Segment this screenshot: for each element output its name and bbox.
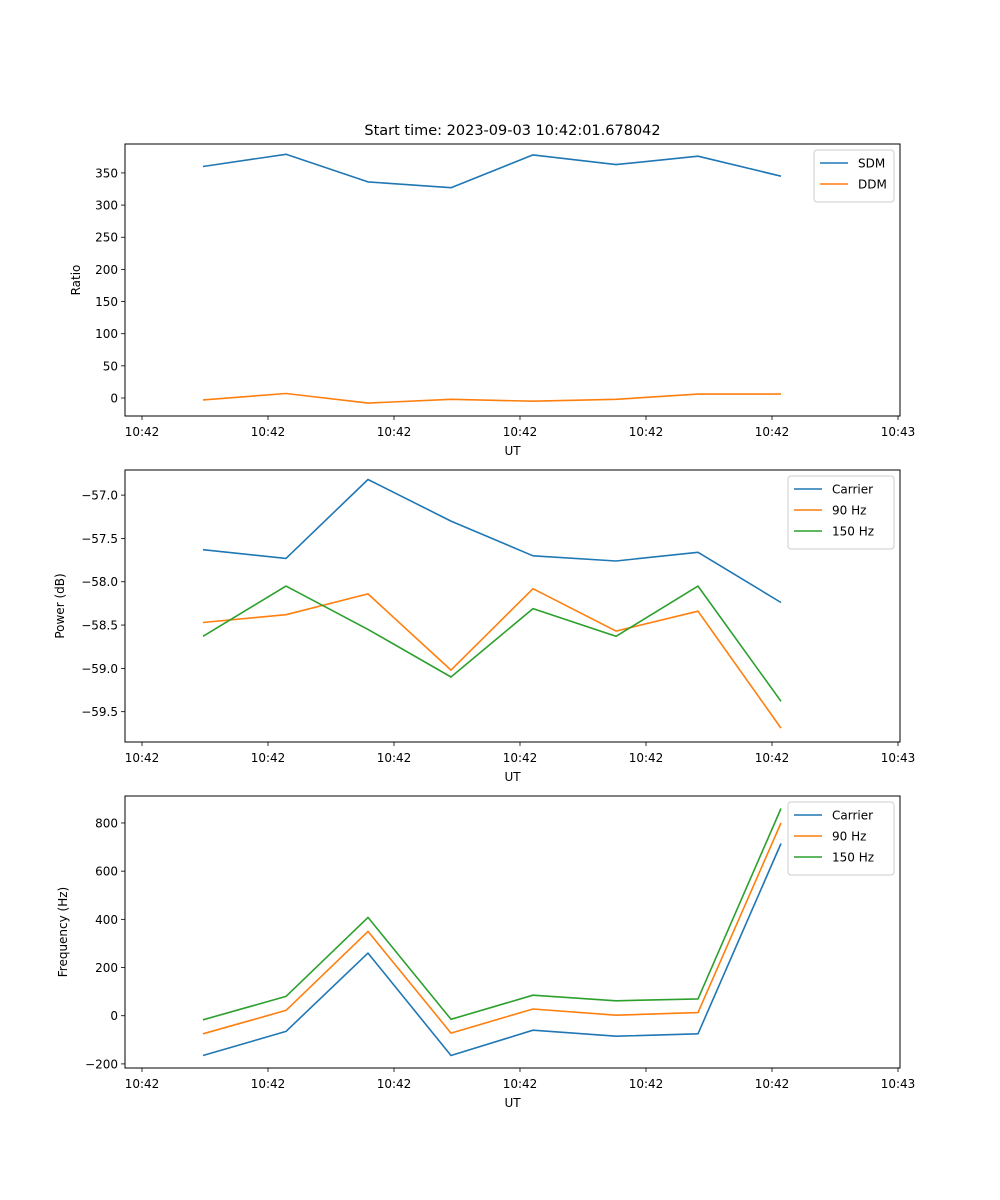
axes-frame [124,469,901,743]
legend-label: Carrier [832,483,873,497]
legend-label: 150 Hz [832,525,874,539]
legend: Carrier 90 Hz 150 Hz [787,475,895,550]
y-tick-label: 800 [95,816,118,830]
series-line-sdm [202,153,782,189]
axes-frame [124,143,901,417]
x-tick-label: 10:42 [755,425,790,439]
series-line-150-hz [202,585,782,702]
x-tick-label: 10:43 [881,425,916,439]
y-tick-label: 150 [95,295,118,309]
x-tick-label: 10:42 [377,751,412,765]
series-line-carrier [202,843,782,1057]
x-tick-label: 10:42 [629,1077,664,1091]
y-tick-label: 350 [95,166,118,180]
x-tick-label: 10:42 [377,1077,412,1091]
series-line-carrier [202,478,782,604]
subplot-2: 10:42 10:42 10:42 10:42 10:42 10:42 10:43 UT −57… [53,469,916,784]
x-tick-label: 10:42 [503,1077,538,1091]
x-axis-label: UT [504,444,521,458]
legend-label: DDM [858,178,887,192]
y-tick-label: −58.5 [81,619,118,633]
y-tick-label: 400 [95,913,118,927]
x-tick-label: 10:42 [629,425,664,439]
y-tick-label: 200 [95,263,118,277]
x-axis-label: UT [504,1096,521,1110]
y-tick-label: 100 [95,327,118,341]
legend-label: SDM [858,157,885,171]
y-tick-label: −58.0 [81,575,118,589]
y-axis-label: Power (dB) [53,573,67,638]
subplot-1: Start time: 2023-09-03 10:42:01.678042 10… [69,123,915,458]
legend: SDM DDM [813,149,895,203]
legend-label: 90 Hz [832,830,866,844]
y-tick-label: 0 [110,1009,118,1023]
y-axis-label: Ratio [69,265,83,296]
x-tick-label: 10:42 [629,751,664,765]
x-tick-label: 10:42 [125,1077,160,1091]
x-tick-label: 10:43 [881,1077,916,1091]
y-tick-label: −59.0 [81,662,118,676]
series-line-150-hz [202,808,782,1021]
x-tick-label: 10:42 [377,425,412,439]
series-line-90-hz [202,587,782,729]
x-tick-label: 10:42 [755,1077,790,1091]
x-tick-label: 10:43 [881,751,916,765]
x-tick-label: 10:42 [251,751,286,765]
y-tick-label: 50 [103,359,118,373]
x-tick-label: 10:42 [125,425,160,439]
legend-label: 150 Hz [832,851,874,865]
x-tick-label: 10:42 [755,751,790,765]
axes-frame [124,795,901,1069]
series-line-90-hz [202,822,782,1035]
x-axis-label: UT [504,770,521,784]
chart-title: Start time: 2023-09-03 10:42:01.678042 [364,123,660,139]
y-tick-label: 200 [95,961,118,975]
y-tick-label: 0 [110,391,118,405]
x-tick-label: 10:42 [251,1077,286,1091]
legend-label: 90 Hz [832,504,866,518]
legend: Carrier 90 Hz 150 Hz [787,801,895,876]
y-tick-label: 600 [95,865,118,879]
x-tick-label: 10:42 [125,751,160,765]
y-tick-label: 300 [95,199,118,213]
y-tick-label: −200 [85,1057,118,1071]
y-tick-label: 250 [95,231,118,245]
series-line-ddm [202,392,781,404]
y-axis-label: Frequency (Hz) [56,887,70,978]
legend-label: Carrier [832,809,873,823]
x-tick-label: 10:42 [503,425,538,439]
x-tick-label: 10:42 [503,751,538,765]
x-tick-label: 10:42 [251,425,286,439]
y-tick-label: −57.5 [81,532,118,546]
y-tick-label: −57.0 [81,489,118,503]
y-tick-label: −59.5 [81,705,118,719]
subplot-3: 10:42 10:42 10:42 10:42 10:42 10:42 10:43 UT −20… [56,795,916,1110]
